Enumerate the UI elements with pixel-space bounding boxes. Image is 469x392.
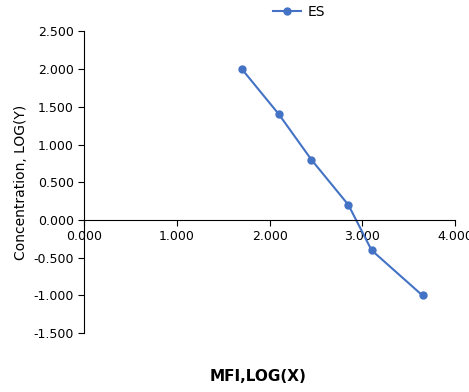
Y-axis label: Concentration, LOG(Y): Concentration, LOG(Y) — [14, 105, 28, 260]
ES — [239, 67, 245, 71]
ES — [309, 157, 314, 162]
ES — [346, 203, 351, 207]
Line: ES: ES — [238, 65, 426, 299]
Text: MFI,LOG(X): MFI,LOG(X) — [210, 369, 306, 384]
ES — [369, 248, 374, 252]
ES — [276, 112, 282, 117]
Legend: ES: ES — [268, 0, 331, 24]
ES — [420, 293, 425, 298]
